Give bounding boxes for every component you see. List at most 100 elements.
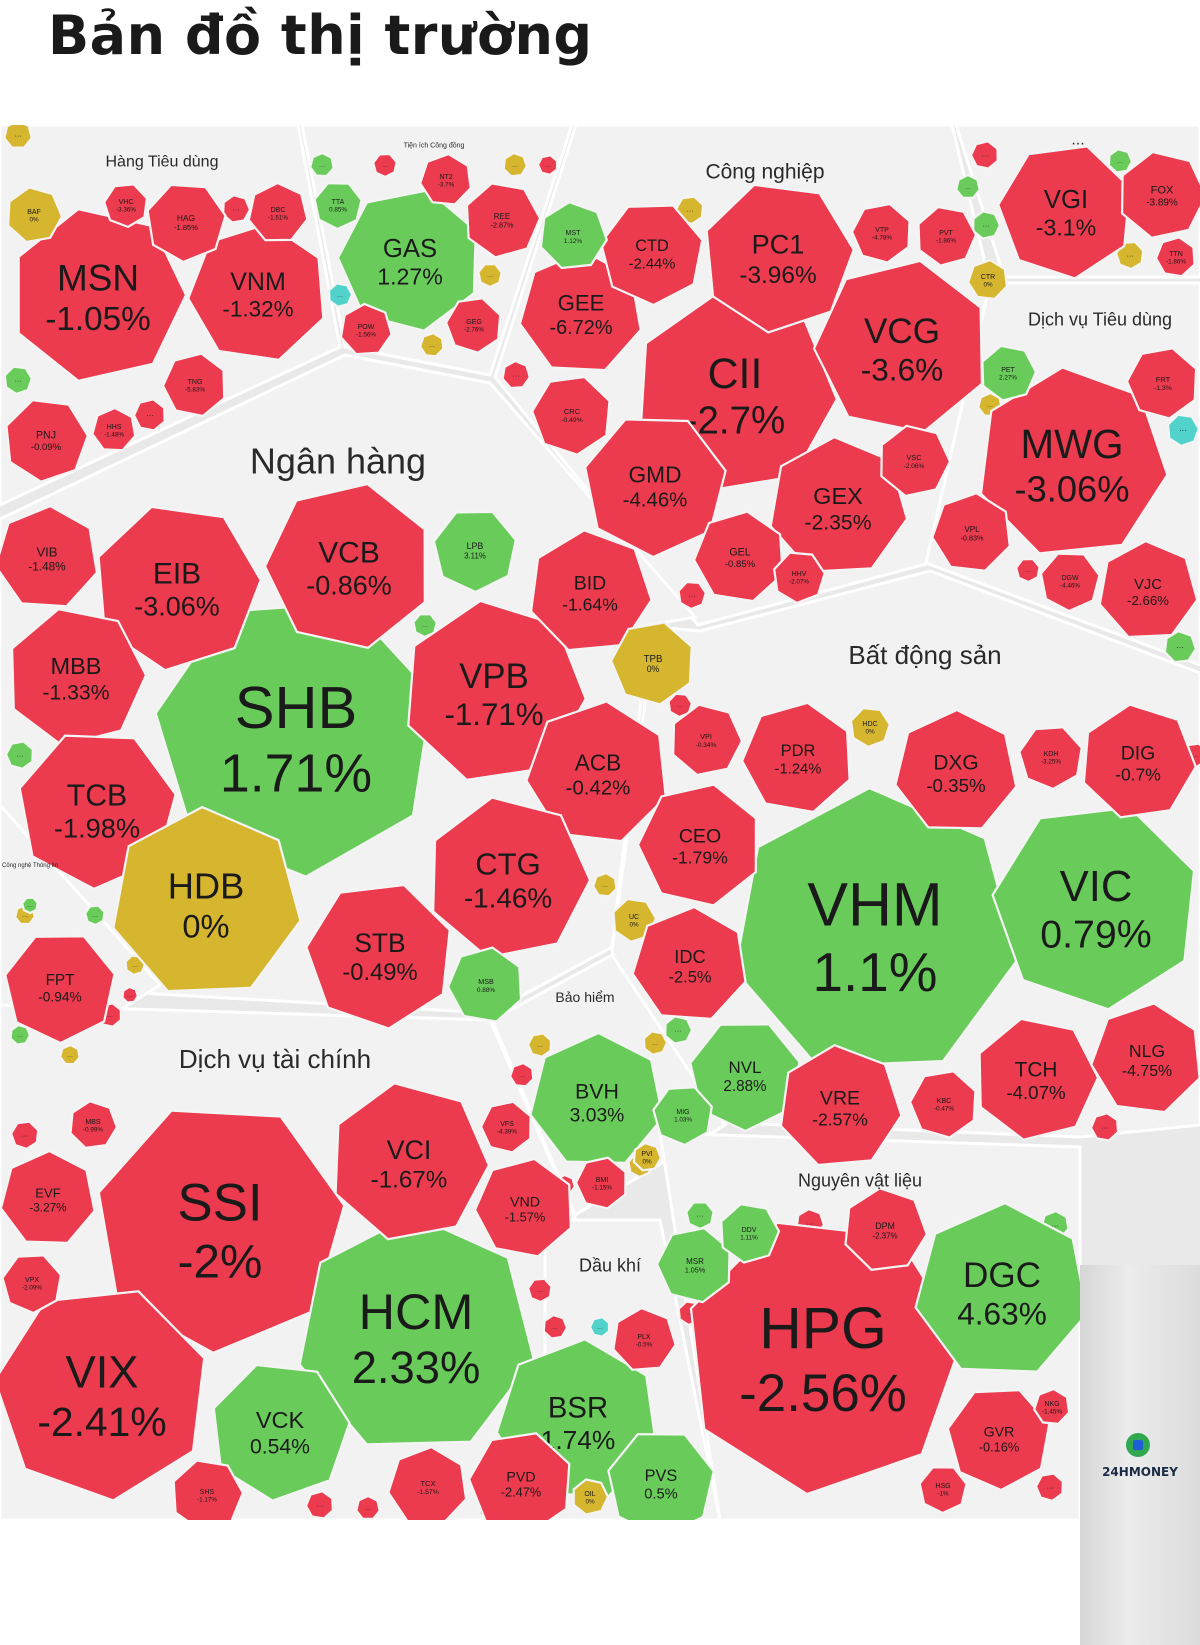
stock-cell-tpb[interactable] <box>609 621 693 706</box>
change-label: 1.1% <box>813 941 938 1003</box>
stock-cell-dgw[interactable] <box>1039 552 1101 613</box>
stock-cell-hsg[interactable] <box>918 1466 968 1515</box>
sector-label-2: Công nghiệp <box>705 160 824 183</box>
stock-cell-vix[interactable] <box>0 1290 206 1502</box>
stock-cell-pdr[interactable] <box>740 701 851 814</box>
stock-cell-vnm[interactable] <box>186 222 325 361</box>
stock-cell-evf[interactable] <box>0 1149 96 1244</box>
change-label: -1.67% <box>371 1167 448 1194</box>
change-label: -4.78% <box>872 235 892 242</box>
stock-cell-vre[interactable] <box>779 1043 903 1167</box>
stock-cell-pvd[interactable] <box>467 1432 571 1520</box>
stock-cell-hhs[interactable] <box>91 406 137 452</box>
stock-cell-idc[interactable] <box>631 905 747 1021</box>
stock-cell-hdc[interactable] <box>849 707 892 749</box>
stock-cell-vsc[interactable] <box>880 424 952 498</box>
stock-cell-pet[interactable] <box>981 344 1038 402</box>
stock-cell-plx[interactable] <box>612 1306 677 1371</box>
stock-cell-msb[interactable] <box>446 946 523 1023</box>
stock-cell-dxg[interactable] <box>894 708 1018 830</box>
stock-cell-vgi[interactable] <box>997 145 1131 280</box>
stock-cell-nlg[interactable] <box>1090 1002 1200 1114</box>
stock-cell-tch[interactable] <box>978 1017 1100 1141</box>
stock-cell-dbc[interactable] <box>247 181 309 242</box>
page-title: Bản đồ thị trường <box>48 4 593 67</box>
stock-cell-vjc[interactable] <box>1098 539 1199 639</box>
stock-cell-vck[interactable] <box>212 1363 351 1502</box>
stock-cell-tcx[interactable] <box>387 1445 468 1520</box>
stock-cell-vib[interactable] <box>0 504 99 608</box>
stock-cell-eib[interactable] <box>97 505 262 672</box>
stock-cell-ddv[interactable] <box>720 1203 781 1264</box>
stock-cell-ctd[interactable] <box>599 204 704 307</box>
stock-cell-vcg[interactable] <box>812 259 984 434</box>
stock-cell-ree[interactable] <box>465 182 542 259</box>
stock-cell-bid[interactable] <box>529 529 653 652</box>
stock-cell-ttn[interactable] <box>1154 236 1196 278</box>
stock-cell-vhm[interactable] <box>733 786 1019 1068</box>
stock-cell-pnj[interactable] <box>5 399 90 483</box>
ticker-label: MWG <box>1021 421 1124 467</box>
stock-cell-hdb[interactable] <box>112 805 302 993</box>
ticker-label: STB <box>354 928 405 958</box>
stock-cell-pc1[interactable] <box>705 183 855 334</box>
stock-cell-oil[interactable] <box>572 1478 610 1516</box>
stock-cell-dpm[interactable] <box>844 1187 929 1271</box>
stock-cell-mig[interactable] <box>652 1086 713 1147</box>
stock-cell-ceo[interactable] <box>636 783 758 907</box>
stock-cell-kdh[interactable] <box>1018 726 1083 791</box>
stock-cell-baf[interactable] <box>6 186 64 244</box>
stock-cell-vpl[interactable] <box>931 491 1011 572</box>
stock-cell-acb[interactable] <box>525 700 667 843</box>
stock-cell-gex[interactable] <box>769 435 909 573</box>
stock-cell-vci[interactable] <box>334 1082 491 1241</box>
stock-cell-pow[interactable] <box>339 302 393 356</box>
stock-cell-vcb[interactable] <box>263 482 426 649</box>
stock-cell-ctr[interactable] <box>966 258 1009 300</box>
stock-cell-vtp[interactable] <box>850 202 911 264</box>
stock-cell-gel[interactable] <box>692 510 784 603</box>
stock-cell-tta[interactable] <box>313 182 363 231</box>
stock-cell-fpt[interactable] <box>4 935 116 1045</box>
stock-cell-fox[interactable] <box>1120 150 1200 239</box>
stock-cell-stb[interactable] <box>305 883 451 1030</box>
stock-cell-ctg[interactable] <box>432 796 592 959</box>
stock-cell-pvt[interactable] <box>917 205 978 267</box>
stock-cell-gvr[interactable] <box>946 1389 1051 1492</box>
stock-cell-kbc[interactable] <box>908 1070 977 1139</box>
stock-cell-msn[interactable] <box>17 208 188 382</box>
stock-cell-nkg[interactable] <box>1032 1387 1071 1426</box>
stock-cell-shs[interactable] <box>172 1459 245 1521</box>
ticker-label: NKG <box>1044 1401 1059 1408</box>
ticker-label: EVF <box>35 1185 60 1200</box>
change-label: -2.37% <box>872 1231 897 1240</box>
ticker-label: GEX <box>813 483 863 509</box>
stock-cell-vpi[interactable] <box>672 703 744 777</box>
stock-cell-gmd[interactable] <box>584 418 727 559</box>
stock-cell-tng[interactable] <box>161 352 226 418</box>
stock-cell-geg[interactable] <box>444 297 502 354</box>
stock-cell-hag[interactable] <box>146 183 227 264</box>
stock-cell-frt[interactable] <box>1125 347 1198 420</box>
stock-cell-mbs[interactable] <box>69 1099 119 1149</box>
change-label: -1.86% <box>936 238 956 245</box>
stock-cell-vpx[interactable] <box>1 1254 63 1315</box>
stock-cell-dig[interactable] <box>1082 703 1198 819</box>
stock-cell-pvi[interactable] <box>632 1141 663 1172</box>
stock-cell-bmi[interactable] <box>574 1156 627 1210</box>
stock-cell-mst[interactable] <box>539 200 609 270</box>
stock-cell-lpb[interactable] <box>432 510 517 594</box>
ticker-label: DDV <box>742 1227 757 1234</box>
stock-cell-crc[interactable] <box>530 375 611 456</box>
stock-cell-vhc[interactable] <box>102 183 149 229</box>
stock-cell-hhv[interactable] <box>773 551 826 605</box>
market-treemap[interactable]: ··· ··· ··· ··· ··· ··· ··· ··· ··· ··· ··· ··· ··· ·… <box>0 125 1200 1520</box>
change-label: -1.79% <box>672 848 728 868</box>
stock-cell-vnd[interactable] <box>473 1157 572 1258</box>
filler-dots: ··· <box>687 208 694 215</box>
ticker-label: BMI <box>596 1177 609 1184</box>
stock-cell-nt2[interactable] <box>418 152 472 206</box>
change-label: -3.27% <box>29 1201 67 1214</box>
stock-cell-msr[interactable] <box>655 1227 731 1304</box>
stock-cell-vfs[interactable] <box>479 1100 532 1154</box>
